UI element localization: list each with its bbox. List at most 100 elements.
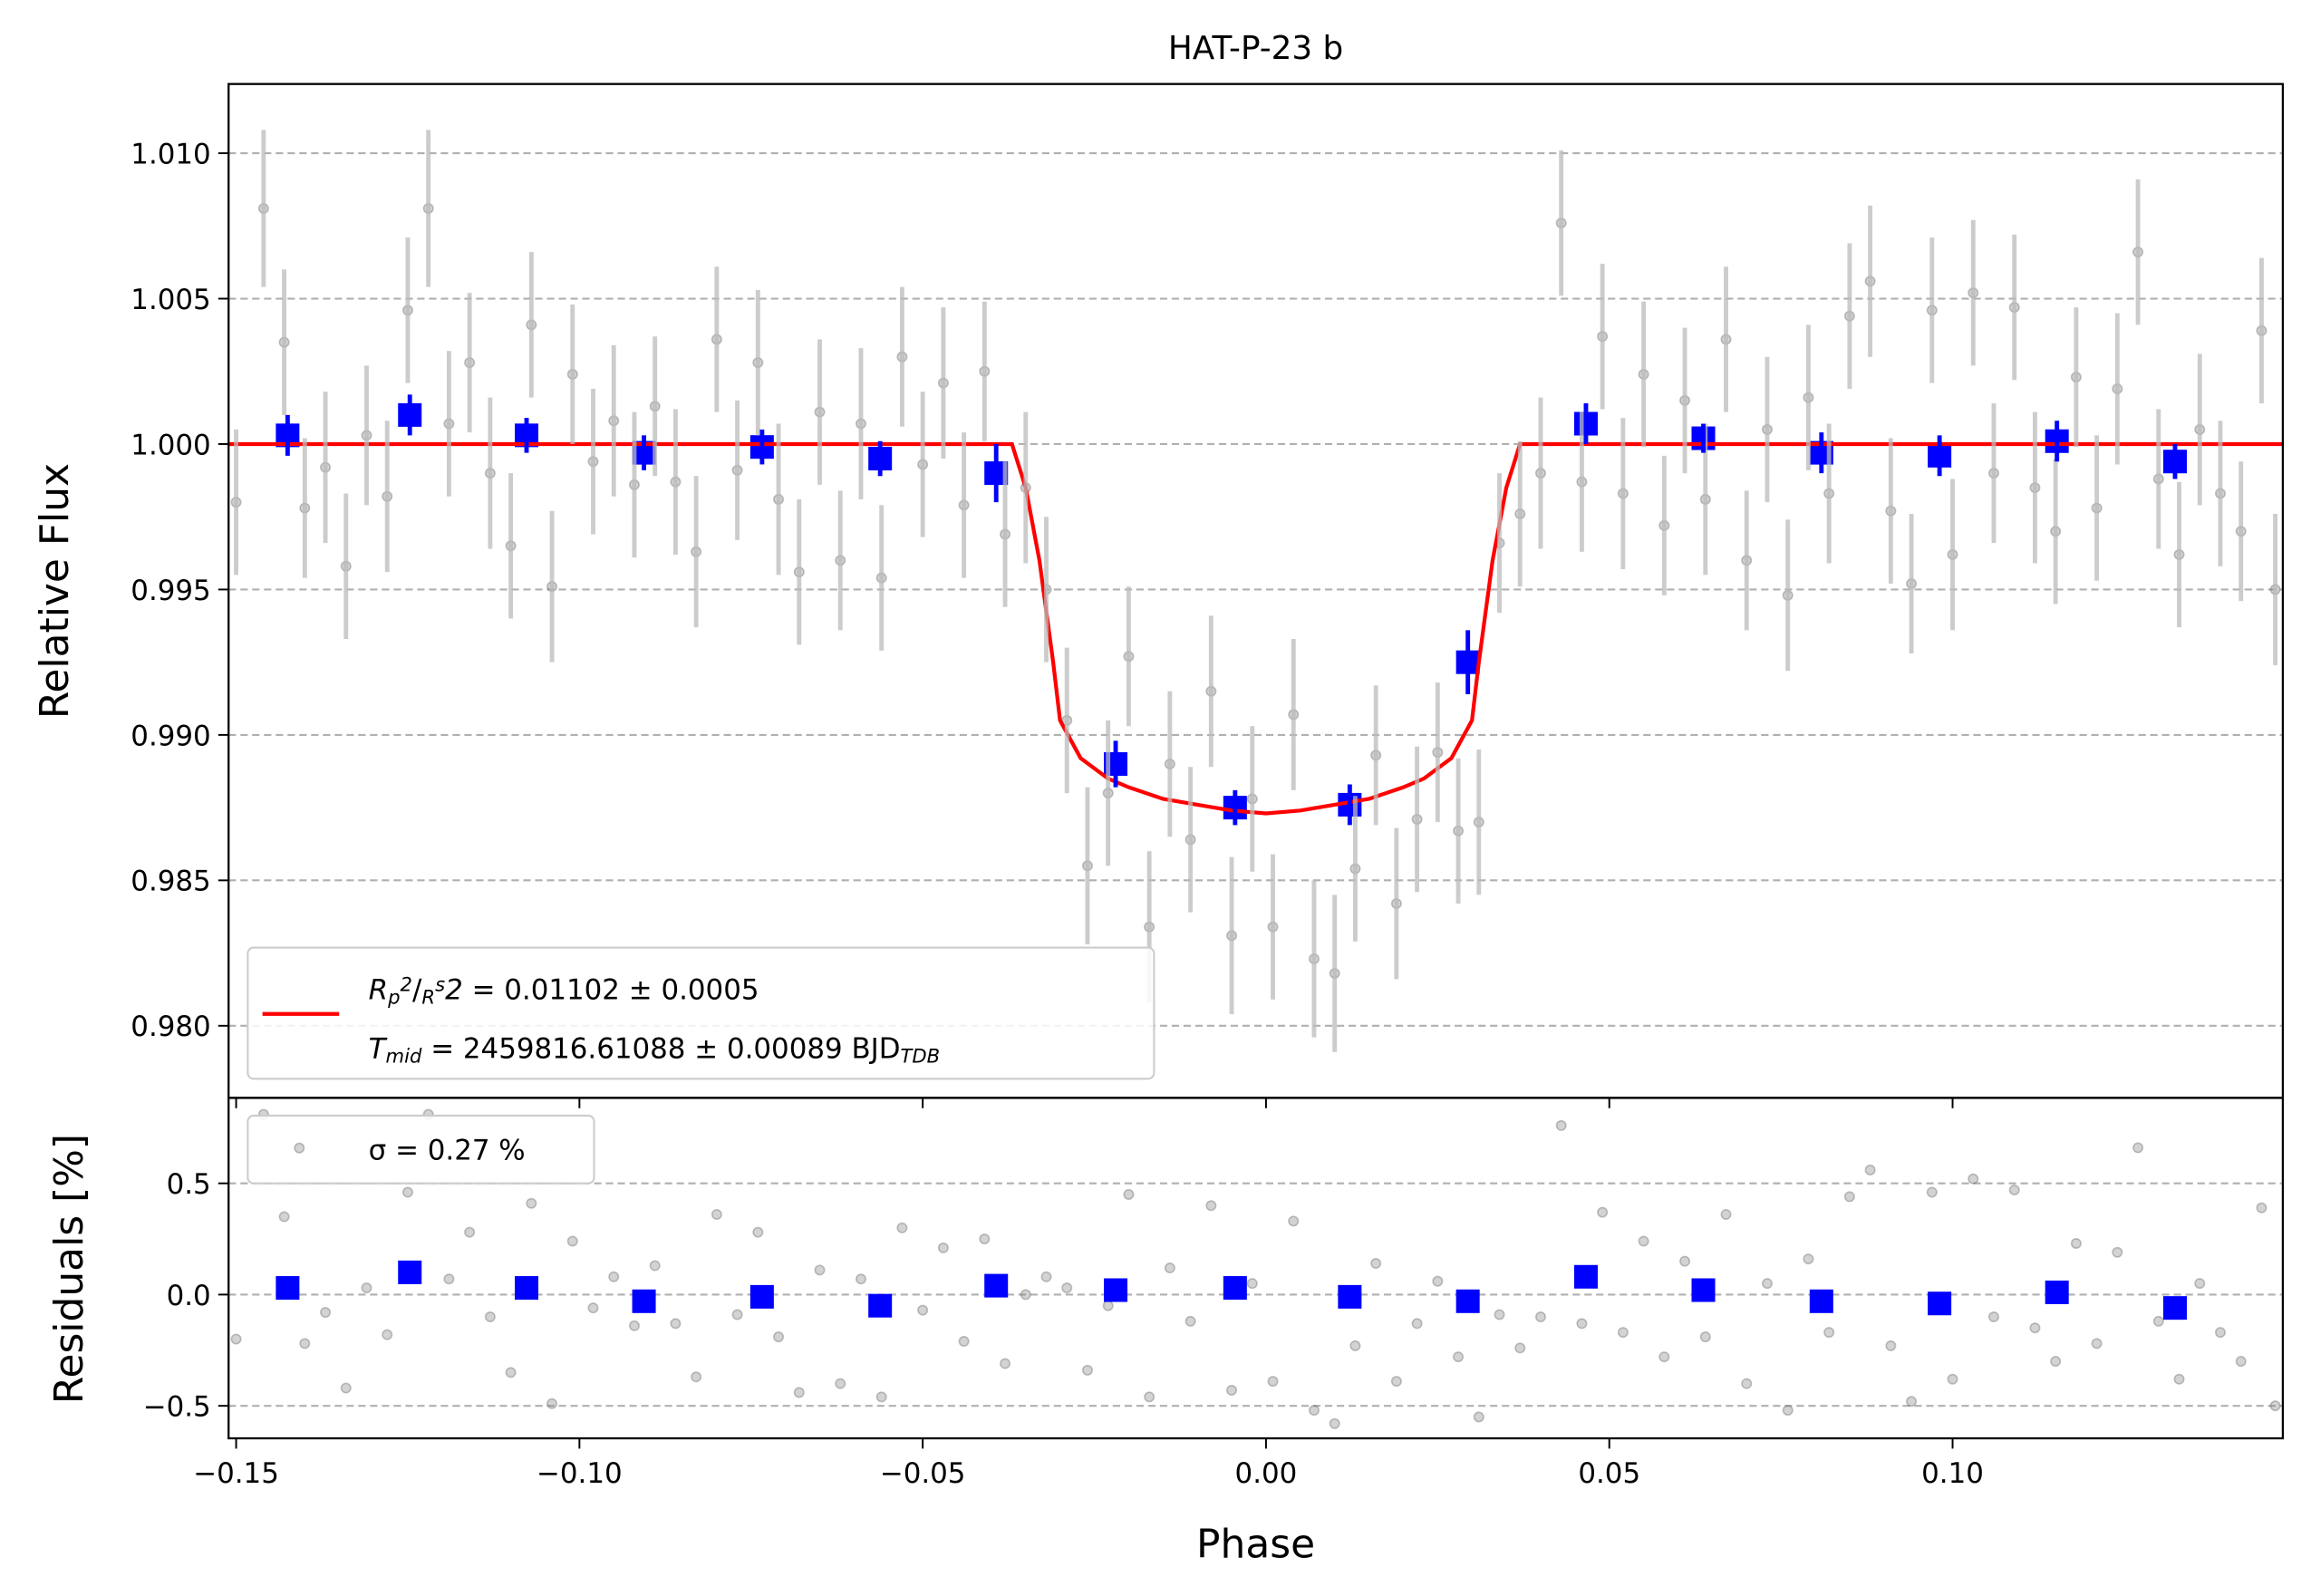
binned-point [984, 1273, 1009, 1298]
data-point [1864, 1164, 1876, 1175]
legend-label: σ = 0.27 % [369, 1135, 526, 1167]
data-point [1102, 1300, 1114, 1311]
binned-point [515, 1276, 539, 1301]
data-point [1906, 1396, 1918, 1407]
plot-area [230, 1108, 2281, 1429]
binned-point [1338, 1284, 1362, 1309]
binned-point [276, 1276, 300, 1301]
data-point [958, 1335, 970, 1347]
data-point [1576, 1318, 1588, 1330]
data-point [1061, 1282, 1073, 1294]
data-point [2132, 1142, 2144, 1154]
y-tick-label: 0.985 [131, 866, 210, 898]
y-tick-label: 1.005 [131, 284, 210, 316]
data-point [505, 1367, 517, 1378]
legend-label-part: s [435, 972, 445, 995]
legend-box [247, 946, 1156, 1080]
data-point [1081, 1364, 1093, 1376]
data-point [566, 1235, 578, 1247]
data-point [731, 1309, 743, 1320]
binned-point [1455, 1289, 1480, 1313]
data-point [361, 1282, 372, 1294]
data-point [1432, 1275, 1444, 1287]
data-point [773, 1331, 785, 1343]
x-axis-label: Phase [1196, 1522, 1315, 1568]
data-point [1699, 1331, 1711, 1343]
data-point [1597, 1206, 1609, 1218]
data-point [1679, 1255, 1691, 1267]
data-point [875, 1391, 887, 1403]
data-point [1411, 1318, 1423, 1330]
data-point [814, 1264, 826, 1276]
binned-point [868, 1293, 893, 1318]
data-point [691, 1371, 702, 1383]
x-tick-label: 0.00 [1235, 1457, 1298, 1490]
data-point [1720, 1209, 1732, 1221]
data-point [1308, 1405, 1320, 1417]
data-point [835, 1378, 846, 1389]
data-point [2091, 1338, 2103, 1349]
data-point [382, 1329, 393, 1340]
axes-frame [227, 1097, 2285, 1440]
data-point [793, 1387, 805, 1398]
legend-swatch [294, 1142, 305, 1154]
binned-point [1104, 1278, 1128, 1302]
data-point [2152, 1315, 2164, 1327]
data-point [2070, 1237, 2082, 1249]
data-point [1741, 1378, 1753, 1389]
legend-label-part: p [387, 986, 400, 1009]
y-tick-label: 0.980 [131, 1011, 210, 1043]
data-point [1390, 1376, 1402, 1388]
chart-title: HAT-P-23 b [1168, 30, 1343, 67]
data-point [1803, 1253, 1814, 1265]
data-point [2050, 1356, 2062, 1368]
y-axis-label: Residuals [%] [46, 1134, 92, 1404]
model-line [228, 441, 2283, 816]
data-point [1288, 1215, 1300, 1227]
binned-point [1691, 1278, 1716, 1302]
data-point [1926, 1186, 1938, 1198]
legend-label-part: 2 [445, 973, 463, 1006]
binned-point [632, 1289, 656, 1313]
data-point [320, 1307, 332, 1319]
data-point [484, 1311, 496, 1322]
data-point [2173, 1373, 2185, 1385]
y-tick-label: 1.010 [131, 138, 210, 170]
data-point [2008, 1185, 2020, 1196]
legend-label: Rp2/Rs2 = 0.01102 ± 0.0005 [369, 972, 759, 1009]
x-tick-label: 0.05 [1578, 1457, 1640, 1490]
data-point [2214, 1327, 2226, 1339]
y-tick-label: 0.990 [131, 720, 210, 752]
legend-label-part: = 2459816.61088 ± 0.00089 BJD [421, 1032, 900, 1065]
x-tick-label: −0.15 [193, 1457, 279, 1490]
legend-label: Tmid = 2459816.61088 ± 0.00089 BJDTDB [369, 1032, 941, 1067]
data-point [752, 1226, 764, 1238]
y-tick-label: 0.5 [167, 1168, 211, 1201]
legend-label-part: mid [386, 1045, 422, 1068]
binned-point [1928, 1291, 1952, 1316]
data-point [1267, 1376, 1279, 1388]
data-point [587, 1302, 599, 1314]
data-point [896, 1222, 908, 1233]
data-point [2112, 1246, 2123, 1258]
binned-point [749, 1284, 774, 1309]
data-point [546, 1398, 558, 1409]
data-point [1555, 1119, 1567, 1131]
data-point [1658, 1351, 1670, 1363]
data-point [1164, 1262, 1175, 1273]
y-tick-label: −0.5 [143, 1391, 211, 1424]
data-point [1000, 1358, 1011, 1369]
data-point [2194, 1278, 2206, 1290]
data-point [526, 1197, 537, 1209]
legend-label-part: 2 [401, 972, 412, 995]
legend-label-part: T [369, 1032, 388, 1065]
binned-point [1223, 1276, 1247, 1301]
binned-point [2162, 1296, 2187, 1320]
data-point [1185, 1315, 1196, 1327]
legend-label-part: R [421, 986, 435, 1009]
data-point [628, 1320, 640, 1331]
data-point [979, 1233, 991, 1245]
data-point [1205, 1200, 1217, 1212]
